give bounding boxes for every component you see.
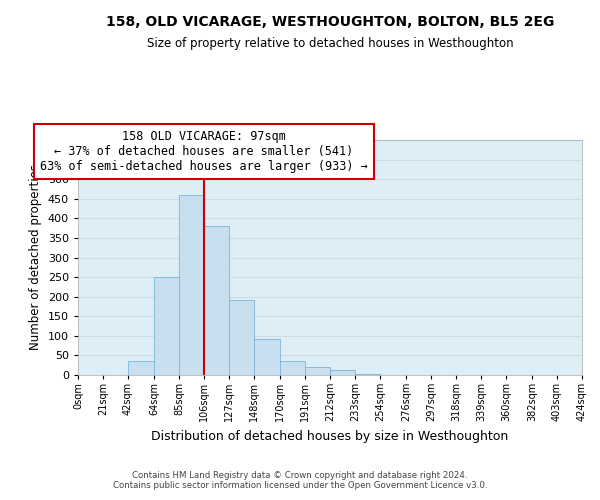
Bar	[229, 300, 254, 375]
Bar	[355, 374, 380, 375]
X-axis label: Distribution of detached houses by size in Westhoughton: Distribution of detached houses by size …	[151, 430, 509, 442]
Bar	[154, 277, 179, 375]
Bar	[305, 367, 330, 375]
Bar	[254, 338, 280, 375]
Bar	[280, 362, 305, 375]
Text: 158, OLD VICARAGE, WESTHOUGHTON, BOLTON, BL5 2EG: 158, OLD VICARAGE, WESTHOUGHTON, BOLTON,…	[106, 15, 554, 29]
Y-axis label: Number of detached properties: Number of detached properties	[29, 164, 42, 350]
Text: Contains public sector information licensed under the Open Government Licence v3: Contains public sector information licen…	[113, 481, 487, 490]
Text: Contains HM Land Registry data © Crown copyright and database right 2024.: Contains HM Land Registry data © Crown c…	[132, 471, 468, 480]
Bar	[128, 362, 154, 375]
Bar	[179, 195, 204, 375]
Bar	[204, 226, 229, 375]
Bar	[330, 370, 355, 375]
Text: Size of property relative to detached houses in Westhoughton: Size of property relative to detached ho…	[146, 38, 514, 51]
Text: 158 OLD VICARAGE: 97sqm
← 37% of detached houses are smaller (541)
63% of semi-d: 158 OLD VICARAGE: 97sqm ← 37% of detache…	[40, 130, 368, 174]
